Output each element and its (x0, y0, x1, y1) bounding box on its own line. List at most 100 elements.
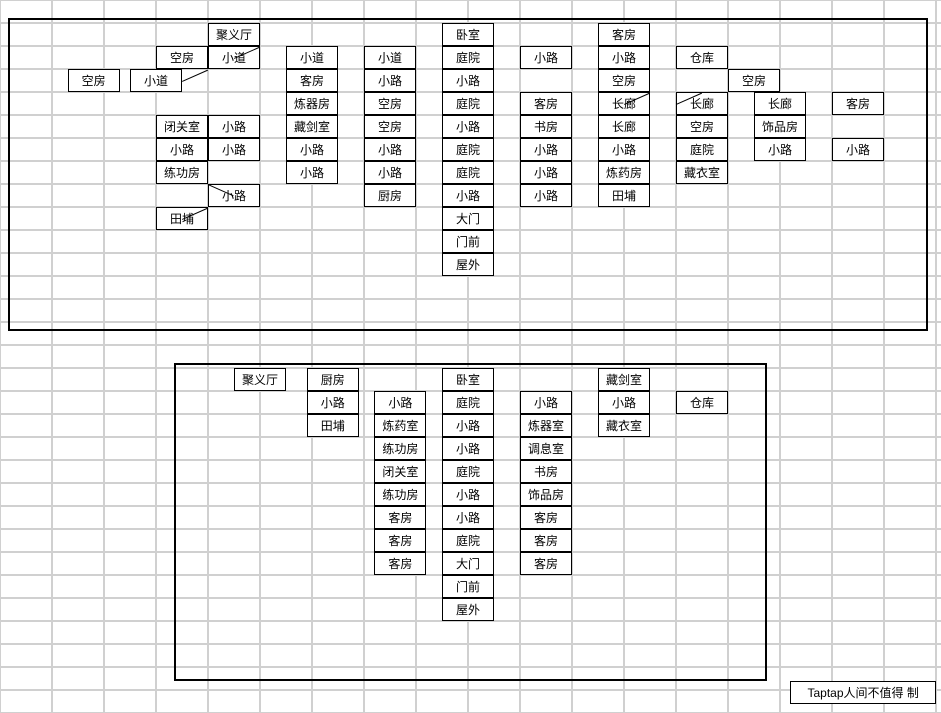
grid-cell (156, 506, 208, 529)
room-label: 小路 (300, 144, 324, 156)
room-label: 小路 (534, 397, 558, 409)
room-label: 大门 (456, 213, 480, 225)
room-node: 庭院 (442, 460, 494, 483)
grid-cell (364, 667, 416, 690)
room-label: 小路 (378, 167, 402, 179)
grid-cell (260, 230, 312, 253)
grid-cell (0, 575, 52, 598)
room-node: 长廊 (676, 92, 728, 115)
room-node: 练功房 (374, 483, 426, 506)
grid-cell (884, 644, 936, 667)
grid-cell (520, 69, 572, 92)
room-node: 小路 (442, 69, 494, 92)
room-label: 小路 (456, 75, 480, 87)
grid-cell (260, 575, 312, 598)
room-label: 炼药房 (606, 167, 642, 179)
room-node: 屋外 (442, 598, 494, 621)
grid-cell (0, 368, 52, 391)
grid-cell (208, 253, 260, 276)
grid-cell (0, 667, 52, 690)
grid-cell (676, 276, 728, 299)
room-label: 小路 (170, 144, 194, 156)
grid-cell (780, 46, 832, 69)
grid-cell (780, 207, 832, 230)
grid-cell (884, 161, 936, 184)
grid-cell (0, 23, 52, 46)
grid-cell (52, 483, 104, 506)
grid-cell (780, 161, 832, 184)
grid-cell (936, 92, 941, 115)
grid-cell (0, 253, 52, 276)
grid-cell (624, 598, 676, 621)
grid-cell (364, 207, 416, 230)
grid-cell (676, 437, 728, 460)
grid-cell (312, 552, 364, 575)
grid-cell (520, 23, 572, 46)
room-label: 长廊 (612, 121, 636, 133)
grid-cell (0, 322, 52, 345)
grid-cell (104, 552, 156, 575)
room-label: 门前 (456, 236, 480, 248)
room-label: 小路 (456, 190, 480, 202)
grid-cell (416, 345, 468, 368)
room-node: 小路 (364, 69, 416, 92)
room-label: 空房 (612, 75, 636, 87)
grid-cell (312, 460, 364, 483)
grid-cell (312, 276, 364, 299)
grid-cell (364, 575, 416, 598)
grid-cell (52, 644, 104, 667)
room-label: 小路 (222, 121, 246, 133)
room-label: 书房 (534, 466, 558, 478)
room-label: 空房 (690, 121, 714, 133)
grid-cell (260, 460, 312, 483)
grid-cell (312, 506, 364, 529)
grid-cell (832, 69, 884, 92)
grid-cell (884, 575, 936, 598)
grid-cell (884, 598, 936, 621)
grid-cell (520, 345, 572, 368)
room-label: 炼药室 (382, 420, 418, 432)
grid-cell (104, 184, 156, 207)
grid-cell (0, 115, 52, 138)
grid-cell (208, 230, 260, 253)
grid-cell (0, 483, 52, 506)
grid-cell (0, 552, 52, 575)
grid-cell (156, 690, 208, 713)
room-label: 闭关室 (382, 466, 418, 478)
grid-cell (416, 621, 468, 644)
room-label: 小路 (612, 397, 636, 409)
grid-cell (52, 184, 104, 207)
grid-cell (208, 299, 260, 322)
grid-cell (208, 391, 260, 414)
room-node: 空房 (68, 69, 120, 92)
grid-cell (260, 644, 312, 667)
grid-cell (156, 529, 208, 552)
room-label: 客房 (388, 558, 412, 570)
grid-cell (676, 552, 728, 575)
grid-cell (468, 276, 520, 299)
room-label: 客房 (388, 535, 412, 547)
grid-cell (832, 253, 884, 276)
grid-cell (104, 414, 156, 437)
grid-cell (52, 529, 104, 552)
grid-cell (520, 598, 572, 621)
room-node: 炼药室 (374, 414, 426, 437)
grid-cell (728, 598, 780, 621)
grid-cell (572, 644, 624, 667)
grid-cell (936, 644, 941, 667)
grid-cell (676, 23, 728, 46)
room-label: 小路 (378, 75, 402, 87)
grid-cell (468, 690, 520, 713)
grid-cell (572, 529, 624, 552)
room-label: 小路 (846, 144, 870, 156)
grid-cell (260, 506, 312, 529)
grid-cell (676, 690, 728, 713)
credit-text: Taptap人间不值得 制 (808, 684, 919, 701)
grid-cell (52, 253, 104, 276)
grid-cell (832, 276, 884, 299)
grid-cell (0, 92, 52, 115)
grid-cell (52, 575, 104, 598)
room-node: 炼药房 (598, 161, 650, 184)
room-label: 小路 (300, 167, 324, 179)
room-node: 大门 (442, 207, 494, 230)
